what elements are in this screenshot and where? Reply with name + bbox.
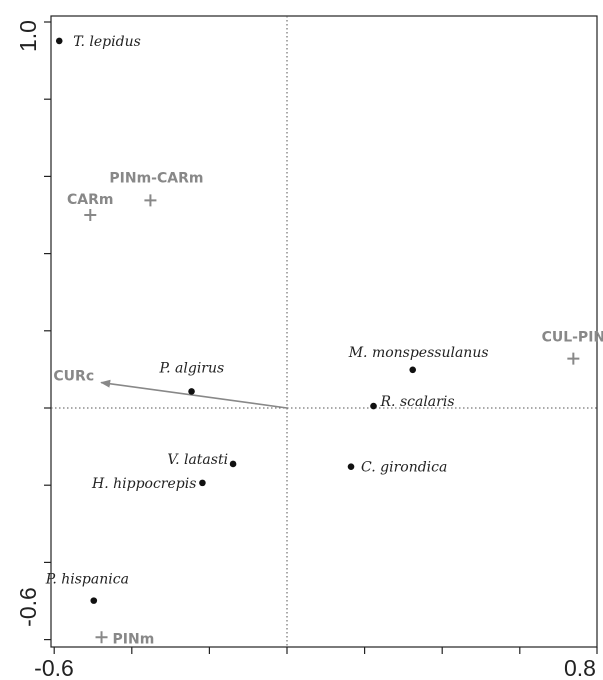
species-label-1: P. algirus (159, 360, 225, 376)
site-label-0: PINm-CARm (109, 170, 203, 186)
x-tick-label-max: 0.8 (564, 655, 596, 680)
y-tick-label-min: -0.6 (15, 587, 41, 627)
species-point-1 (188, 388, 195, 395)
species-label-0: T. lepidus (73, 34, 141, 50)
arrow-label-0: CURc (53, 369, 94, 385)
chart-marks: CURc T. lepidus P. algirus M. monspessulanu… (45, 34, 603, 647)
tick-labels: -0.6 0.8 -0.6 1.0 (15, 20, 596, 680)
site-label-2: CUL-PIN (542, 330, 603, 346)
axis-ticks (44, 21, 598, 654)
site-cross-2 (567, 352, 580, 365)
site-label-1: CARm (67, 192, 113, 208)
species-point-7 (90, 597, 98, 604)
species-point-3 (370, 402, 377, 410)
site-cross-0 (144, 194, 157, 207)
species-label-7: P. hispanica (45, 572, 129, 588)
species-label-5: H. hippocrepis (91, 476, 196, 492)
species-label-4: V. latasti (167, 452, 228, 468)
arrow-0 (100, 379, 288, 409)
site-cross-3 (95, 631, 108, 644)
species-point-6 (347, 463, 355, 470)
species-point-2 (409, 366, 417, 374)
species-label-6: C. girondica (361, 460, 447, 476)
species-point-0 (55, 37, 63, 45)
species-point-4 (229, 460, 237, 468)
site-label-3: PINm (113, 631, 155, 647)
species-label-3: R. scalaris (380, 394, 455, 410)
x-tick-label-min: -0.6 (34, 655, 74, 680)
plot-frame (50, 15, 598, 648)
y-tick-label-max: 1.0 (15, 20, 41, 52)
site-cross-1 (84, 209, 97, 221)
species-point-5 (199, 479, 206, 487)
species-label-2: M. monspessulanus (348, 345, 489, 361)
reference-lines (51, 16, 597, 647)
